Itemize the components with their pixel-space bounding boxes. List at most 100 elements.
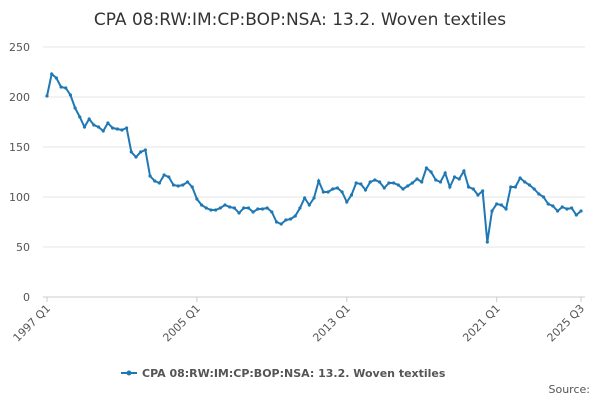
legend-marker <box>126 370 132 376</box>
point <box>513 185 518 189</box>
point <box>115 127 119 131</box>
point <box>471 187 475 191</box>
point <box>50 72 54 76</box>
point <box>148 174 152 178</box>
y-tick-label: 150 <box>9 141 30 154</box>
point <box>185 180 190 184</box>
point <box>490 209 494 213</box>
point <box>92 123 96 127</box>
point <box>265 206 269 210</box>
point <box>415 177 419 181</box>
point <box>466 185 471 189</box>
point <box>392 181 396 185</box>
point <box>560 205 564 209</box>
point <box>162 173 166 177</box>
point <box>242 206 246 210</box>
point <box>481 189 485 193</box>
point <box>546 202 550 206</box>
x-tick-label: 2013 Q1 <box>310 302 353 345</box>
point <box>199 203 204 207</box>
point <box>298 206 302 210</box>
point <box>73 106 77 110</box>
point <box>551 204 555 208</box>
point <box>190 185 194 189</box>
point <box>87 117 91 121</box>
point <box>363 188 368 192</box>
point <box>448 185 452 189</box>
point <box>317 179 321 183</box>
y-tick-label: 250 <box>9 41 30 54</box>
point <box>345 200 349 204</box>
point <box>565 207 569 211</box>
point <box>331 187 335 191</box>
point <box>293 214 297 218</box>
point <box>153 179 157 183</box>
point <box>537 192 541 196</box>
point <box>45 94 49 98</box>
point <box>434 178 438 182</box>
point <box>59 85 63 89</box>
point <box>349 193 354 197</box>
point <box>452 175 457 179</box>
point <box>574 213 578 217</box>
point <box>499 203 503 207</box>
point <box>120 128 124 132</box>
point <box>387 181 391 185</box>
point <box>237 211 241 215</box>
point <box>195 197 199 201</box>
point <box>288 217 293 221</box>
point <box>209 208 213 212</box>
point <box>527 183 532 187</box>
x-tick-label: 1997 Q1 <box>11 302 54 345</box>
x-tick-label: 2025 Q3 <box>545 302 588 345</box>
point <box>401 187 405 191</box>
point <box>523 180 527 184</box>
point <box>335 186 340 190</box>
point <box>270 210 274 214</box>
point <box>214 208 218 212</box>
point <box>476 193 480 197</box>
point <box>359 182 363 186</box>
point <box>382 186 386 190</box>
point <box>509 185 513 189</box>
legend-label: CPA 08:RW:IM:CP:BOP:NSA: 13.2. Woven tex… <box>142 367 446 380</box>
point <box>134 155 138 159</box>
point <box>303 196 307 200</box>
point <box>96 125 101 129</box>
point <box>307 203 311 207</box>
point <box>429 170 433 174</box>
point <box>125 126 129 130</box>
point <box>129 150 133 154</box>
y-tick-label: 100 <box>9 191 30 204</box>
point <box>495 202 499 206</box>
point <box>438 180 443 184</box>
point <box>54 76 58 80</box>
point <box>354 181 358 185</box>
point <box>256 207 260 211</box>
point <box>504 207 508 211</box>
point <box>312 196 316 200</box>
x-tick-label: 2021 Q1 <box>460 302 503 345</box>
point <box>406 184 410 188</box>
point <box>424 166 429 170</box>
point <box>246 206 251 210</box>
y-tick-label: 200 <box>9 91 30 104</box>
x-tick-label: 2005 Q1 <box>160 302 203 345</box>
point <box>204 206 208 210</box>
point <box>518 176 522 180</box>
point <box>396 183 400 187</box>
point <box>171 183 176 187</box>
point <box>68 93 73 97</box>
line <box>46 72 582 243</box>
point <box>579 209 583 213</box>
point <box>78 115 82 119</box>
y-tick-label: 50 <box>16 241 30 254</box>
point <box>368 180 372 184</box>
point <box>218 206 222 210</box>
point <box>373 178 377 182</box>
point <box>110 126 115 130</box>
point <box>377 180 382 184</box>
point <box>251 210 255 214</box>
point <box>443 171 447 175</box>
point <box>284 218 288 222</box>
